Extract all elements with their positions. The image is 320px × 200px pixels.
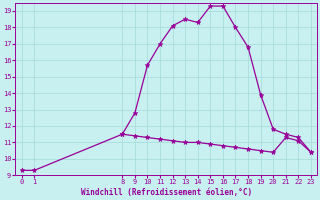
X-axis label: Windchill (Refroidissement éolien,°C): Windchill (Refroidissement éolien,°C) (81, 188, 252, 197)
